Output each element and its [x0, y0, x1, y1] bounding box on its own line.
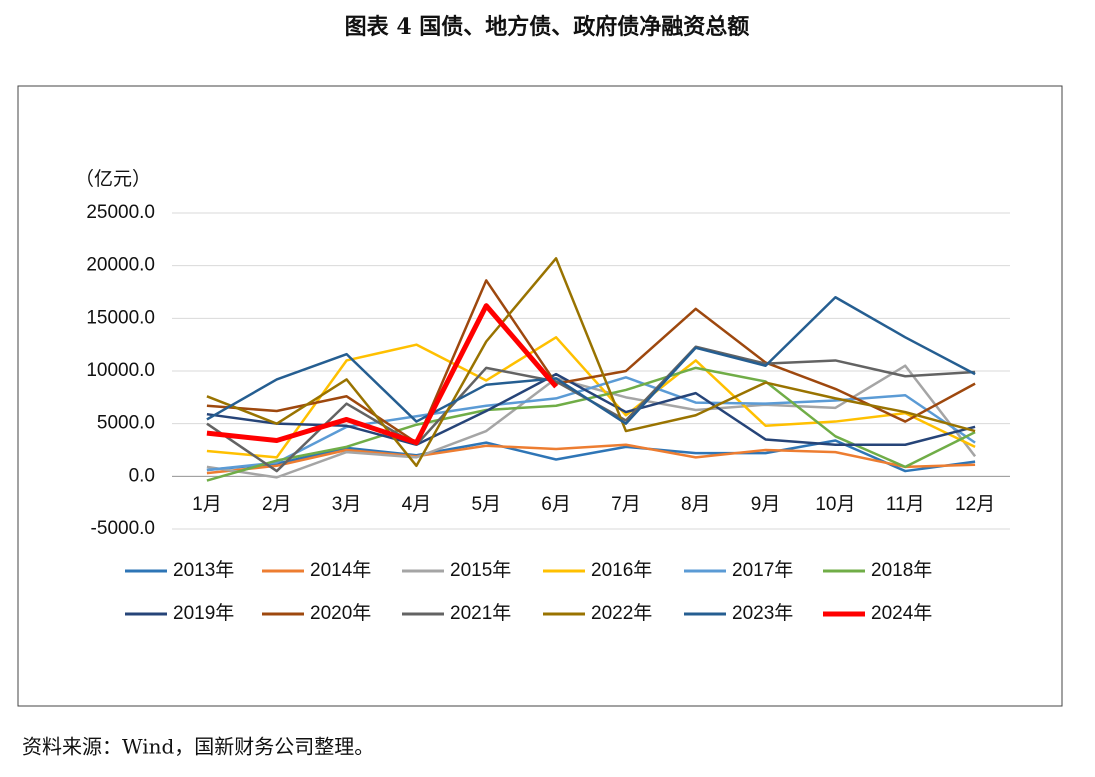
legend-label: 2022年	[591, 602, 652, 624]
x-tick-label: 4月	[402, 494, 432, 515]
series-line	[206, 257, 976, 468]
x-tick-label: 2月	[262, 494, 292, 515]
legend-label: 2015年	[450, 559, 511, 581]
x-tick-label: 8月	[681, 494, 711, 515]
series-line	[206, 372, 976, 446]
y-tick-label: 0.0	[129, 465, 155, 486]
legend-label: 2018年	[871, 559, 932, 581]
series-line	[206, 443, 976, 475]
source-note: 资料来源：Wind，国新财务公司整理。	[22, 735, 374, 759]
legend-label: 2024年	[871, 602, 932, 624]
series-line	[206, 303, 558, 446]
y-tick-label: 5000.0	[97, 413, 155, 434]
y-tick-label: 15000.0	[86, 307, 155, 328]
x-tick-label: 6月	[541, 494, 571, 515]
legend-label: 2016年	[591, 559, 652, 581]
x-tick-label: 1月	[192, 494, 222, 515]
y-tick-label: 25000.0	[86, 202, 155, 223]
legend-label: 2023年	[732, 602, 793, 624]
legend-label: 2019年	[173, 602, 234, 624]
legend-label: 2014年	[310, 559, 371, 581]
y-tick-label: 20000.0	[86, 255, 155, 276]
x-tick-label: 11月	[886, 494, 925, 515]
series-line	[206, 296, 976, 425]
legend-label: 2017年	[732, 559, 793, 581]
series-line	[206, 366, 976, 482]
x-tick-label: 9月	[751, 494, 781, 515]
y-tick-label: 10000.0	[86, 360, 155, 381]
x-tick-label: 10月	[815, 494, 855, 515]
series-line	[206, 279, 976, 444]
series-line	[206, 364, 977, 479]
legend-label: 2021年	[450, 602, 511, 624]
legend-label: 2013年	[173, 559, 234, 581]
x-tick-label: 3月	[332, 494, 362, 515]
y-axis-label: （亿元）	[75, 168, 151, 190]
x-tick-label: 5月	[471, 494, 501, 515]
x-tick-label: 12月	[955, 494, 995, 515]
y-tick-label: -5000.0	[91, 518, 155, 539]
legend-label: 2020年	[310, 602, 371, 624]
x-tick-label: 7月	[611, 494, 641, 515]
chart-title: 图表 4 国债、地方债、政府债净融资总额	[345, 14, 750, 40]
chart-frame	[17, 85, 1063, 707]
